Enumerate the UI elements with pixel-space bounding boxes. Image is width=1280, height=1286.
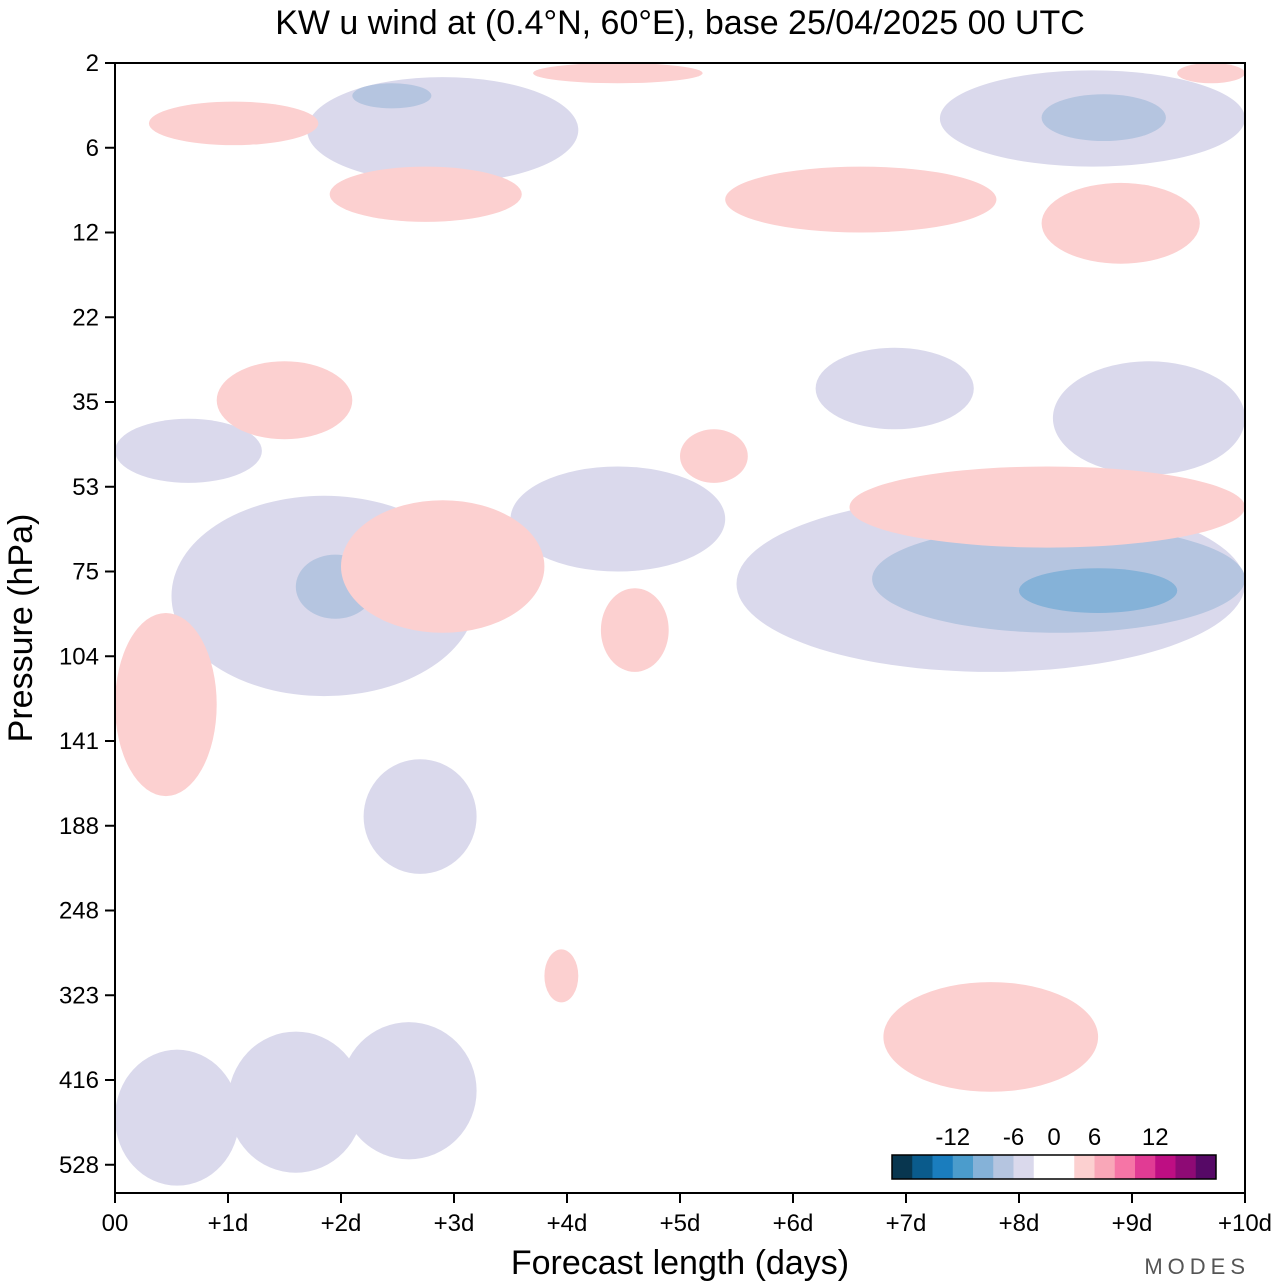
y-tick-label: 188 <box>59 813 99 840</box>
colorbar-swatch <box>1094 1155 1116 1179</box>
x-tick-label: +1d <box>208 1210 249 1237</box>
x-tick-label: +4d <box>547 1210 588 1237</box>
y-tick-label: 2 <box>86 50 99 77</box>
y-tick-label: 6 <box>86 135 99 162</box>
colorbar-label: -12 <box>935 1124 970 1151</box>
contour-region-negative-7 <box>510 466 726 572</box>
colorbar-label: 12 <box>1142 1124 1169 1151</box>
x-tick-label: +9d <box>1112 1210 1153 1237</box>
colorbar-swatch <box>1114 1155 1136 1179</box>
contour-region-positive-24 <box>883 982 1099 1092</box>
contour-region-negative-2 <box>227 1031 364 1173</box>
x-axis-ticks: 00 +1d +2d +3d +4d +5d +6d +7d +8d +9d +10d <box>102 1193 1272 1237</box>
colorbar-swatch <box>892 1155 913 1179</box>
contour-region-positive-30 <box>533 63 703 84</box>
colorbar-swatch <box>952 1155 974 1179</box>
y-tick-label: 53 <box>72 474 99 501</box>
contour-region-positive-31 <box>1177 63 1245 84</box>
contour-region-negative-17 <box>1041 94 1166 142</box>
contour-region-negative-12 <box>815 347 974 430</box>
colorbar-swatch <box>973 1155 994 1179</box>
colorbar-swatch <box>1033 1155 1055 1179</box>
chart-title: KW u wind at (0.4°N, 60°E), base 25/04/2… <box>275 4 1085 42</box>
colorbar-swatch <box>1054 1155 1075 1179</box>
x-axis-label: Forecast length (days) <box>511 1244 849 1282</box>
contour-region-negative-13 <box>115 418 262 483</box>
colorbar-swatch <box>1195 1155 1217 1179</box>
colorbar-swatch <box>932 1155 954 1179</box>
contour-region-positive-27 <box>329 166 522 222</box>
y-tick-label: 248 <box>59 898 99 925</box>
contour-region-positive-23 <box>216 361 353 440</box>
y-tick-label: 323 <box>59 982 99 1009</box>
contour-region-positive-28 <box>725 166 997 233</box>
contour-region-positive-22 <box>680 429 748 483</box>
modes-logo: MODES <box>1144 1254 1250 1279</box>
contour-region-positive-18 <box>115 612 217 797</box>
colorbar-label: 0 <box>1047 1124 1060 1151</box>
x-tick-label: +8d <box>999 1210 1040 1237</box>
y-tick-label: 141 <box>59 728 99 755</box>
contour-region-positive-29 <box>1041 182 1200 264</box>
contour-region-positive-20 <box>600 588 669 672</box>
contour-region-negative-4 <box>363 759 477 874</box>
y-tick-label: 12 <box>72 220 99 247</box>
colorbar-swatch <box>1175 1155 1197 1179</box>
contour-region-positive-26 <box>148 101 319 146</box>
y-tick-label: 22 <box>72 304 99 331</box>
y-tick-label: 75 <box>72 559 99 586</box>
x-tick-label: +10d <box>1218 1210 1272 1237</box>
y-tick-label: 528 <box>59 1152 99 1179</box>
colorbar-swatch <box>1155 1155 1176 1179</box>
contour-region-negative-15 <box>352 83 432 109</box>
colorbar-frame <box>891 1154 1217 1180</box>
colorbar-swatch <box>1135 1155 1156 1179</box>
x-tick-label: +6d <box>773 1210 814 1237</box>
contour-region-negative-3 <box>341 1022 477 1160</box>
colorbar-labels: -12 -6 0 6 12 <box>935 1124 1168 1151</box>
contour-regions <box>115 63 1245 1186</box>
contour-region-positive-25 <box>544 949 579 1003</box>
y-tick-label: 35 <box>72 389 99 416</box>
contour-region-positive-19 <box>341 500 545 633</box>
colorbar-swatch <box>1074 1155 1095 1179</box>
colorbar <box>891 1154 1217 1180</box>
contour-region-negative-11 <box>1052 361 1245 475</box>
colorbar-swatch <box>1013 1155 1035 1179</box>
colorbar-label: 6 <box>1088 1124 1101 1151</box>
x-tick-label: 00 <box>102 1210 129 1237</box>
x-tick-label: +5d <box>660 1210 701 1237</box>
x-tick-label: +3d <box>434 1210 475 1237</box>
contour-region-negative-1 <box>115 1049 240 1186</box>
y-axis-ticks: 2 6 12 22 35 53 75 104 141 188 248 323 416 528 <box>59 50 115 1179</box>
x-tick-label: +2d <box>321 1210 362 1237</box>
y-tick-label: 416 <box>59 1067 99 1094</box>
y-axis-label: Pressure (hPa) <box>2 514 40 743</box>
contour-region-negative-10 <box>1019 568 1178 613</box>
colorbar-label: -6 <box>1003 1124 1024 1151</box>
x-tick-label: +7d <box>886 1210 927 1237</box>
y-tick-label: 104 <box>59 643 99 670</box>
contour-region-positive-21 <box>849 466 1245 548</box>
colorbar-swatch <box>912 1155 933 1179</box>
colorbar-swatch <box>993 1155 1014 1179</box>
